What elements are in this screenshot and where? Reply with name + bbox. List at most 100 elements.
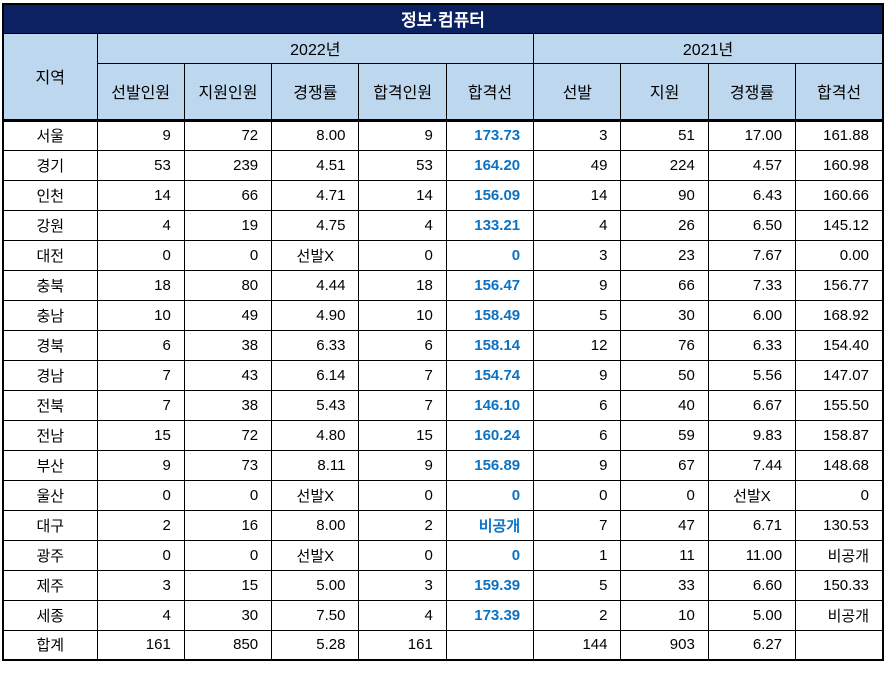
data-cell: 5.43: [271, 389, 360, 421]
region-cell: 제주: [2, 569, 98, 601]
data-cell: 5.28: [271, 629, 360, 661]
data-cell: 4: [358, 209, 447, 241]
data-cell: 6: [96, 329, 185, 361]
data-cell: 4: [96, 209, 185, 241]
region-cell: 대전: [2, 239, 98, 271]
data-cell: 144: [533, 629, 622, 661]
data-cell: 선발X: [271, 239, 360, 271]
data-cell: 47: [620, 509, 709, 541]
data-cell: 145.12: [795, 209, 884, 241]
column-header-2022-selection: 선발인원: [96, 62, 185, 122]
data-cell: 147.07: [795, 359, 884, 391]
data-cell: 7.33: [707, 269, 797, 301]
data-cell: 0.00: [795, 239, 884, 271]
data-cell: 161: [358, 629, 447, 661]
table-row: 충남 10 49 4.90 10 158.49 5 30 6.00 168.92: [2, 299, 884, 331]
data-cell: 5.56: [707, 359, 797, 391]
data-cell: 선발X: [707, 479, 797, 511]
table-row: 대구 2 16 8.00 2 비공개 7 47 6.71 130.53: [2, 509, 884, 541]
region-cell: 경북: [2, 329, 98, 361]
data-cell: 4: [533, 209, 622, 241]
table-row: 경북 6 38 6.33 6 158.14 12 76 6.33 154.40: [2, 329, 884, 361]
data-cell: 5.00: [271, 569, 360, 601]
region-cell: 광주: [2, 539, 98, 571]
data-cell: 6.67: [707, 389, 797, 421]
data-cell: 14: [358, 179, 447, 211]
data-cell: 130.53: [795, 509, 884, 541]
region-cell: 전북: [2, 389, 98, 421]
data-cell: 2: [533, 599, 622, 631]
region-cell: 서울: [2, 119, 98, 151]
data-cell: 6.60: [707, 569, 797, 601]
data-cell: 0: [795, 479, 884, 511]
data-cell: 146.10: [445, 389, 535, 421]
data-cell: 0: [183, 479, 273, 511]
data-cell: 4.90: [271, 299, 360, 331]
data-cell: 9: [358, 119, 447, 151]
data-cell: 11.00: [707, 539, 797, 571]
data-cell: 6: [358, 329, 447, 361]
region-cell: 강원: [2, 209, 98, 241]
data-cell: 11: [620, 539, 709, 571]
data-cell: 850: [183, 629, 273, 661]
data-cell: 14: [96, 179, 185, 211]
data-cell: 155.50: [795, 389, 884, 421]
data-cell: 9: [96, 449, 185, 481]
data-cell: 비공개: [795, 539, 884, 571]
data-cell: 51: [620, 119, 709, 151]
column-header-2021-selection: 선발: [533, 62, 622, 122]
data-cell: 0: [445, 539, 535, 571]
data-cell: 156.89: [445, 449, 535, 481]
data-cell: 0: [358, 239, 447, 271]
data-cell: 239: [183, 149, 273, 181]
data-cell: 6.00: [707, 299, 797, 331]
data-cell: [445, 629, 535, 661]
data-cell: 3: [533, 239, 622, 271]
data-cell: 4: [358, 599, 447, 631]
data-cell: 5.00: [707, 599, 797, 631]
data-cell: 0: [533, 479, 622, 511]
data-cell: 10: [96, 299, 185, 331]
data-cell: 3: [96, 569, 185, 601]
column-header-2021-cutoff: 합격선: [795, 62, 884, 122]
data-cell: 6: [533, 419, 622, 451]
data-cell: 6.33: [271, 329, 360, 361]
data-cell: 160.24: [445, 419, 535, 451]
data-cell: 0: [620, 479, 709, 511]
region-cell: 대구: [2, 509, 98, 541]
data-cell: 10: [620, 599, 709, 631]
data-cell: 224: [620, 149, 709, 181]
data-cell: 0: [183, 239, 273, 271]
region-cell: 경기: [2, 149, 98, 181]
table-row: 세종 4 30 7.50 4 173.39 2 10 5.00 비공개: [2, 599, 884, 631]
column-header-2021-ratio: 경쟁률: [707, 62, 797, 122]
data-cell: 4.57: [707, 149, 797, 181]
data-cell: 33: [620, 569, 709, 601]
data-cell: 2: [96, 509, 185, 541]
data-cell: 53: [96, 149, 185, 181]
data-cell: 0: [358, 539, 447, 571]
data-cell: 49: [183, 299, 273, 331]
data-cell: 0: [445, 479, 535, 511]
table-row: 인천 14 66 4.71 14 156.09 14 90 6.43 160.66: [2, 179, 884, 211]
data-cell: 10: [358, 299, 447, 331]
table-body: 서울 9 72 8.00 9 173.73 3 51 17.00 161.88 경기 53 239 4.5…: [2, 119, 884, 661]
data-cell: 26: [620, 209, 709, 241]
column-header-2022-applicants: 지원인원: [183, 62, 273, 122]
data-cell: 66: [183, 179, 273, 211]
data-cell: 23: [620, 239, 709, 271]
data-cell: 0: [183, 539, 273, 571]
data-cell: 156.77: [795, 269, 884, 301]
data-cell: 67: [620, 449, 709, 481]
data-cell: 7.67: [707, 239, 797, 271]
data-cell: [795, 629, 884, 661]
table-row: 제주 3 15 5.00 3 159.39 5 33 6.60 150.33: [2, 569, 884, 601]
data-cell: 40: [620, 389, 709, 421]
data-cell: 173.39: [445, 599, 535, 631]
data-cell: 9.83: [707, 419, 797, 451]
data-cell: 53: [358, 149, 447, 181]
data-cell: 6.14: [271, 359, 360, 391]
data-cell: 4.44: [271, 269, 360, 301]
data-cell: 18: [358, 269, 447, 301]
region-cell: 인천: [2, 179, 98, 211]
